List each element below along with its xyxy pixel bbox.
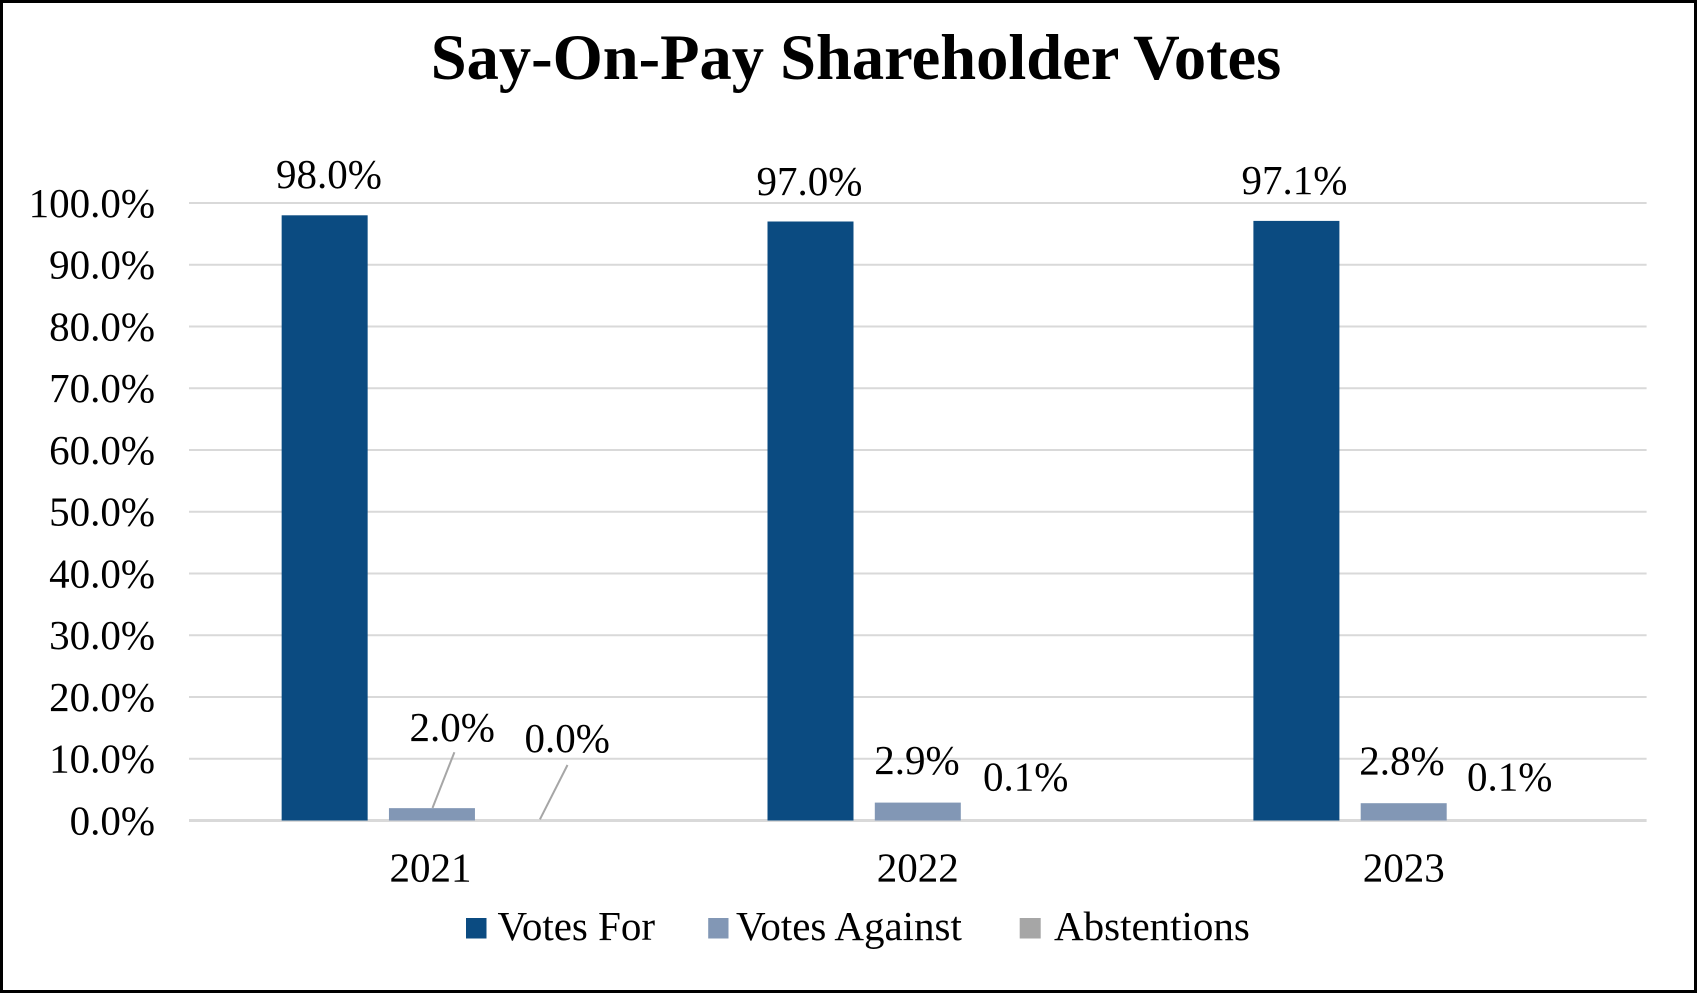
svg-text:Abstentions: Abstentions xyxy=(1054,903,1250,949)
svg-text:Votes Against: Votes Against xyxy=(736,903,963,949)
svg-text:90.0%: 90.0% xyxy=(49,242,155,288)
svg-text:30.0%: 30.0% xyxy=(49,612,155,658)
svg-text:98.0%: 98.0% xyxy=(276,151,382,197)
svg-text:2.8%: 2.8% xyxy=(1359,738,1444,784)
svg-text:0.0%: 0.0% xyxy=(524,715,609,761)
svg-text:2.0%: 2.0% xyxy=(409,704,494,750)
svg-text:0.1%: 0.1% xyxy=(983,754,1068,800)
svg-text:2021: 2021 xyxy=(390,845,472,891)
svg-text:97.0%: 97.0% xyxy=(757,158,863,204)
svg-text:97.1%: 97.1% xyxy=(1242,157,1348,203)
svg-text:100.0%: 100.0% xyxy=(29,180,155,226)
svg-text:2.9%: 2.9% xyxy=(874,737,959,783)
svg-text:Votes For: Votes For xyxy=(498,903,656,949)
svg-text:2022: 2022 xyxy=(877,845,959,891)
svg-text:2023: 2023 xyxy=(1363,845,1445,891)
svg-text:50.0%: 50.0% xyxy=(49,489,155,535)
svg-text:0.1%: 0.1% xyxy=(1467,754,1552,800)
svg-text:60.0%: 60.0% xyxy=(49,427,155,473)
svg-text:20.0%: 20.0% xyxy=(49,674,155,720)
svg-text:80.0%: 80.0% xyxy=(49,303,155,349)
svg-text:70.0%: 70.0% xyxy=(49,365,155,411)
svg-text:0.0%: 0.0% xyxy=(70,797,155,843)
svg-text:Say-On-Pay Shareholder Votes: Say-On-Pay Shareholder Votes xyxy=(431,22,1282,93)
svg-text:10.0%: 10.0% xyxy=(49,736,155,782)
svg-text:40.0%: 40.0% xyxy=(49,550,155,596)
